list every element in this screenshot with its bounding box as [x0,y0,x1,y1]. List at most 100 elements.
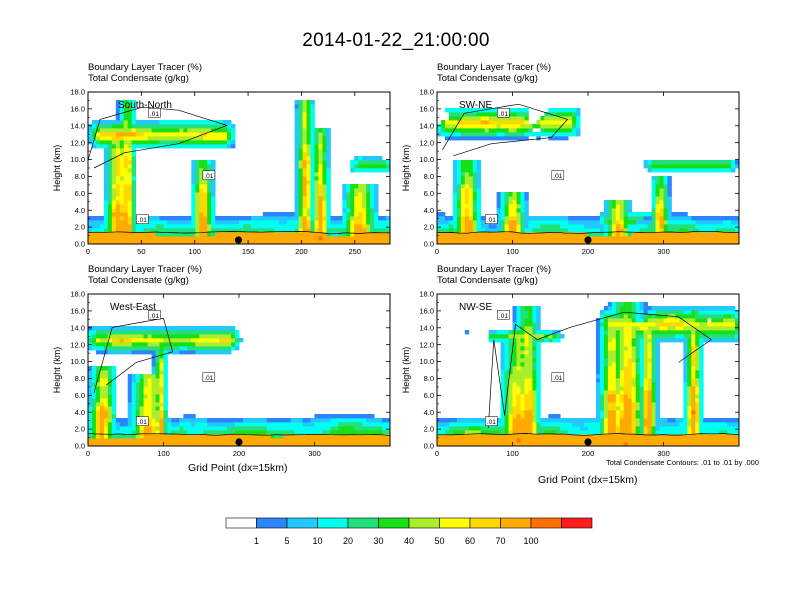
heatmap-cell [306,438,311,443]
heatmap-cell [135,398,141,403]
heatmap-cell [135,382,141,387]
heatmap-cell [242,240,248,245]
heatmap-cell [500,370,505,375]
y-tick-label: 6.0 [75,391,85,400]
heatmap-cell [91,378,97,383]
heatmap-cell [659,164,664,169]
heatmap-cell [615,418,621,423]
heatmap-cell [611,220,617,225]
heatmap-cell [516,410,521,415]
heatmap-cell [147,124,152,129]
heatmap-cell [362,414,367,419]
heatmap-cell [512,434,517,439]
heatmap-cell [211,212,216,217]
heatmap-cell [552,240,557,245]
heatmap-cell [615,414,621,419]
heatmap-cell [346,196,351,201]
heatmap-cell [655,164,660,169]
heatmap-cell [302,228,307,233]
heatmap-cell [111,350,117,355]
heatmap-cell [464,172,470,177]
heatmap-cell [599,402,605,407]
heatmap-cell [358,240,363,245]
heatmap-cell [127,180,133,185]
heatmap-cell [123,160,129,165]
heatmap-cell [524,438,529,443]
heatmap-cell [524,112,529,117]
y-tick-label: 14.0 [419,121,434,130]
heatmap-cell [314,232,319,237]
heatmap-cell [599,390,605,395]
heatmap-cell [456,164,462,169]
heatmap-cell [242,236,248,241]
heatmap-cell [227,342,232,347]
heatmap-cell [147,144,152,149]
heatmap-cell [615,394,621,399]
heatmap-cell [310,422,315,427]
heatmap-cell [464,160,470,165]
heatmap-cell [440,128,446,133]
heatmap-cell [464,228,470,233]
heatmap-cell [111,442,117,447]
heatmap-cell [370,240,375,245]
heatmap-cell [163,342,168,347]
heatmap-cell [111,326,117,331]
heatmap-cell [464,232,470,237]
heatmap-cell [115,212,121,217]
heatmap-cell [651,240,656,245]
heatmap-cell [119,140,125,145]
heatmap-cell [635,310,641,315]
heatmap-cell [607,414,613,419]
heatmap-cell [504,228,509,233]
heatmap-cell [480,136,486,141]
heatmap-cell [635,224,641,229]
heatmap-cell [135,390,141,395]
heatmap-cell [88,240,93,245]
heatmap-cell [111,208,117,213]
heatmap-cell [663,338,668,343]
heatmap-cell [131,382,137,387]
heatmap-cell [95,386,101,391]
heatmap-cell [155,438,160,443]
heatmap-cell [378,236,383,241]
heatmap-cell [294,156,299,161]
heatmap-cell [258,442,264,447]
heatmap-cell [500,204,505,209]
panel-title-line1: Boundary Layer Tracer (%) [88,264,203,275]
heatmap-cell [131,422,137,427]
heatmap-cell [536,224,541,229]
y-tick-label: 18.0 [70,88,85,97]
heatmap-cell [127,160,133,165]
heatmap-cell [151,422,156,427]
heatmap-cell [115,200,121,205]
heatmap-cell [171,224,176,229]
heatmap-cell [564,240,569,245]
heatmap-cell [687,216,692,221]
heatmap-cell [711,228,716,233]
heatmap-cell [119,200,125,205]
heatmap-cell [663,418,668,423]
heatmap-cell [623,438,629,443]
heatmap-cell [520,438,525,443]
heatmap-cell [627,208,633,213]
heatmap-cell [504,236,509,241]
heatmap-cell [548,422,553,427]
heatmap-cell [163,224,168,229]
heatmap-cell [318,426,323,431]
heatmap-cell [536,232,541,237]
heatmap-cell [159,406,164,411]
heatmap-cell [123,240,129,245]
heatmap-cell [207,128,212,133]
heatmap-cell [524,414,529,419]
heatmap-cell [607,438,613,443]
heatmap-cell [219,334,224,339]
heatmap-cell [195,338,200,343]
heatmap-cell [163,358,168,363]
heatmap-cell [115,104,121,109]
heatmap-cell [310,116,315,121]
heatmap-cells [437,108,740,245]
heatmap-cell [107,136,113,141]
heatmap-cell [374,208,379,213]
heatmap-cell [556,236,561,241]
heatmap-cell [524,338,529,343]
